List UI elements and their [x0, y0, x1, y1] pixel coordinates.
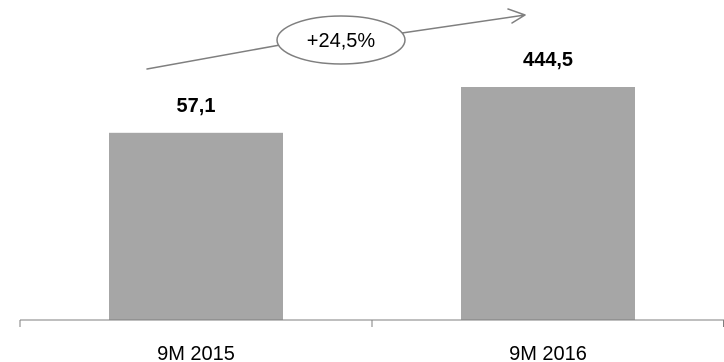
growth-label: +24,5% — [307, 30, 376, 52]
labels-layer: 57,1 9M 2015 444,5 9M 2016 — [157, 49, 587, 362]
data-label-1: 57,1 — [177, 95, 216, 117]
x-axis — [19, 319, 724, 327]
data-label-2: 444,5 — [523, 49, 573, 71]
x-tick-label-1: 9M 2015 — [157, 343, 235, 362]
x-tick-label-2: 9M 2016 — [509, 343, 587, 362]
bars-layer — [109, 87, 635, 320]
growth-annotation: +24,5% — [146, 8, 526, 70]
growth-arrow — [146, 8, 526, 70]
growth-ellipse — [276, 15, 406, 65]
bar-1 — [109, 132, 283, 320]
bar-2 — [461, 87, 635, 320]
